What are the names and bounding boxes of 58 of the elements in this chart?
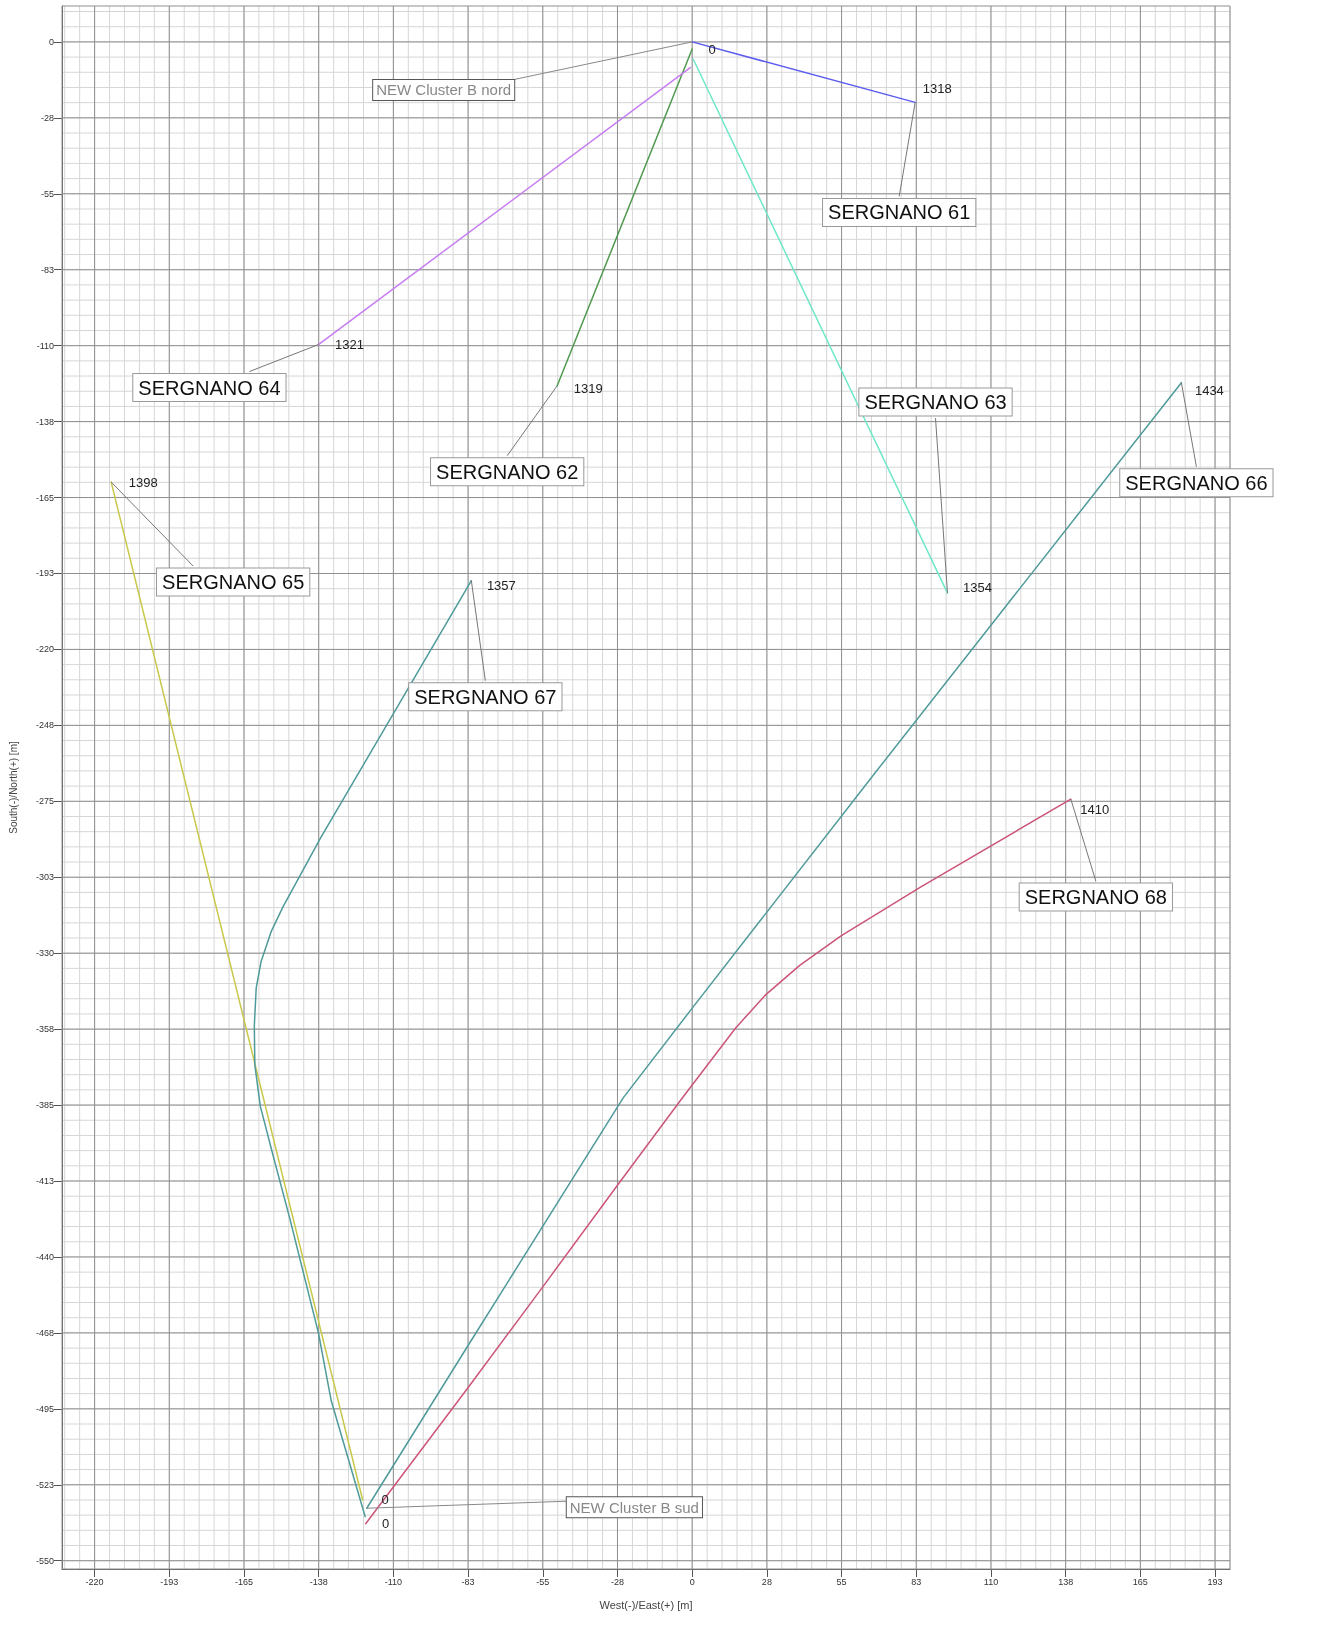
y-tick-label: -440 [35,1251,54,1262]
y-tick-label: -358 [35,1024,54,1035]
y-tick-label: -303 [35,872,54,883]
text: SERGNANO 62 [436,460,579,483]
x-tick-label: 55 [836,1576,847,1587]
annotation: 0 [382,1516,390,1532]
y-tick-label: -83 [40,264,54,275]
x-tick-label: -165 [234,1576,253,1587]
text: SERGNANO 64 [138,376,281,399]
annotation: 1434 [1194,383,1224,399]
x-tick-label: 28 [761,1576,772,1587]
annotation: 1357 [486,578,516,594]
y-tick-label: -55 [40,188,54,199]
x-tick-label: -220 [85,1576,104,1587]
y-tick-label: -468 [35,1327,54,1338]
y-tick-label: -110 [36,340,54,351]
series-label: SERGNANO 67 [414,685,557,708]
x-axis-title: West(-)/East(+) [m] [599,1598,693,1611]
text: SERGNANO 61 [828,201,971,224]
annotation: 1318 [922,80,952,96]
series-label: SERGNANO 65 [162,571,305,594]
y-tick-label: -330 [35,948,54,959]
text: SERGNANO 68 [1024,886,1167,909]
x-tick-label: 83 [911,1576,922,1587]
x-tick-label: 0 [689,1576,695,1587]
x-tick-label: -110 [384,1576,403,1587]
x-tick-label: -83 [461,1576,475,1587]
series-label: SERGNANO 63 [864,391,1007,414]
y-tick-label: -550 [35,1555,54,1566]
annotation: NEW Cluster B sud [569,1498,699,1516]
series-label: SERGNANO 66 [1125,471,1268,494]
y-tick-label: -523 [35,1479,54,1490]
y-tick-label: -138 [35,416,54,427]
annotation: NEW Cluster B nord [376,81,512,99]
y-tick-label: -165 [35,492,54,503]
x-tick-label: 165 [1132,1576,1148,1587]
x-tick-label: 110 [983,1576,999,1587]
x-tick-label: -55 [536,1576,550,1587]
y-axis-title: South(-)/North(+) [m] [7,741,19,834]
y-tick-label: -220 [35,644,54,655]
y-tick-label: -275 [35,796,54,807]
annotation: 1410 [1080,801,1110,817]
annotation: 1319 [573,381,603,397]
y-tick-label: 0 [48,36,54,47]
x-tick-label: -193 [160,1576,179,1587]
annotation: 1354 [963,579,992,595]
y-tick-label: -248 [35,720,54,731]
y-tick-label: -495 [35,1403,54,1414]
y-tick-label: -28 [40,112,54,123]
y-tick-label: -193 [35,568,54,579]
x-tick-label: 193 [1207,1576,1223,1587]
annotation: 1398 [128,474,158,490]
y-tick-label: -413 [35,1176,54,1187]
x-tick-label: -28 [610,1576,624,1587]
x-tick-label: -138 [309,1576,328,1587]
y-tick-label: -385 [35,1100,54,1111]
x-tick-label: 138 [1058,1576,1074,1587]
annotation: 1321 [334,337,364,353]
